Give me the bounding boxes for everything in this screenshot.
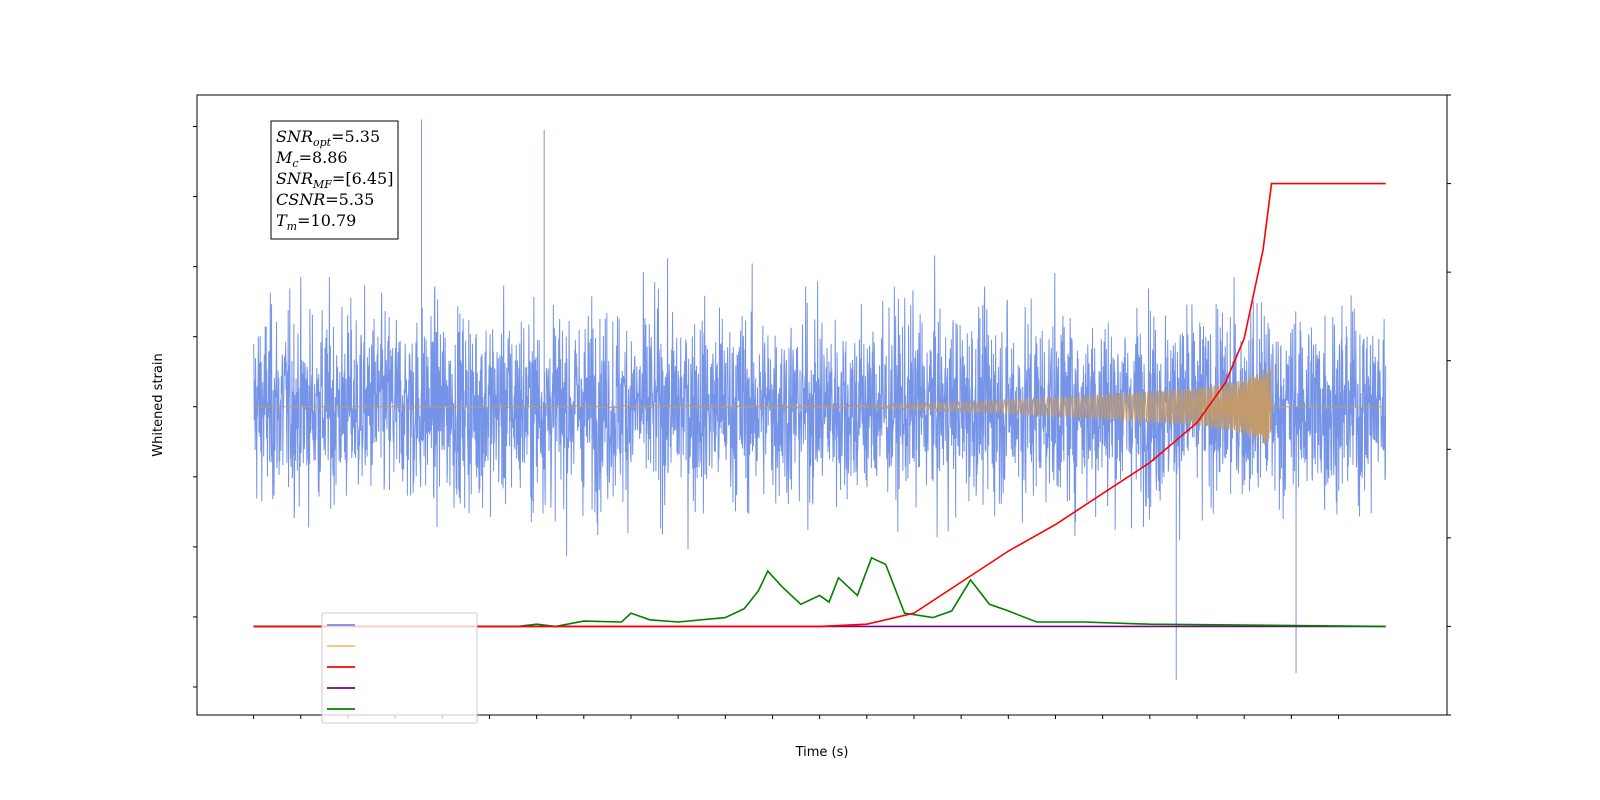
stats-value: =5.35 <box>325 190 374 209</box>
stats-value: =[6.45] <box>332 169 394 188</box>
legend-frame <box>321 612 478 724</box>
stats-box-frame <box>270 120 399 240</box>
series-line-signal-statistics <box>253 556 1386 628</box>
series-layer <box>253 119 1387 680</box>
series-line-signal-only <box>253 365 1386 445</box>
x-axis-label: Time (s) <box>795 745 849 760</box>
stats-symbol: SNR <box>276 169 313 188</box>
stats-box: SNRopt=5.35Mc=8.86SNRMF=[6.45]CSNR=5.35T… <box>270 120 399 240</box>
y-axis-label: Whitened strain <box>151 353 166 456</box>
stats-line: SNRMF=[6.45] <box>276 169 393 191</box>
stats-subscript: MF <box>312 178 332 191</box>
stats-value: =8.86 <box>299 148 348 167</box>
stats-line: Mc=8.86 <box>275 148 348 170</box>
stats-subscript: opt <box>313 136 332 149</box>
stats-symbol: T <box>276 211 288 230</box>
stats-value: =5.35 <box>331 127 380 146</box>
stats-symbol: CSNR <box>276 190 325 209</box>
stats-symbol: SNR <box>276 127 313 146</box>
y-axis <box>193 126 197 688</box>
stats-subscript: m <box>287 220 297 233</box>
stats-line: CSNR=5.35 <box>276 190 374 209</box>
stats-line: Tm=10.79 <box>276 211 356 233</box>
legend <box>321 612 478 724</box>
stats-line: SNRopt=5.35 <box>276 127 380 149</box>
stats-value: =10.79 <box>297 211 356 230</box>
y2-axis <box>1447 94 1451 716</box>
stats-symbol: M <box>275 148 293 167</box>
series-line-signal-noise <box>253 119 1387 680</box>
plot-frame <box>196 94 1448 716</box>
series-line-cumilative-snr <box>253 182 1386 628</box>
stats-subscript: c <box>292 157 298 170</box>
